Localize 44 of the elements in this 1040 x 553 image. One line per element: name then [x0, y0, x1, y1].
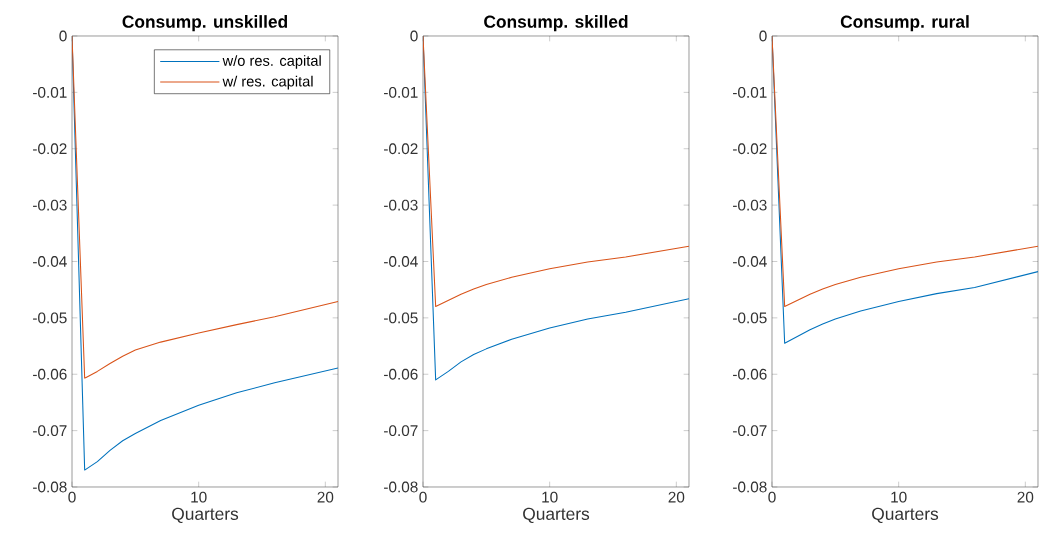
legend-label: w/o res. capital	[222, 55, 321, 69]
x-tick-label: 20	[668, 491, 685, 503]
y-tick-label: -0.01	[733, 86, 767, 98]
y-tick-label: 0	[59, 30, 67, 42]
chart-title: Consump. skilled	[484, 15, 628, 32]
y-tick-label: -0.05	[733, 312, 767, 324]
y-tick-label: -0.01	[384, 86, 418, 98]
y-tick-label: -0.02	[33, 143, 67, 155]
y-tick-label: -0.04	[33, 256, 67, 267]
y-tick-label: -0.01	[33, 86, 67, 98]
y-tick-label: -0.03	[733, 199, 767, 211]
x-tick-label: 20	[317, 491, 334, 503]
y-tick-label: -0.08	[384, 481, 418, 493]
y-tick-label: -0.06	[733, 368, 767, 380]
y-tick-label: 0	[759, 30, 767, 42]
x-axis-title: Quarters	[523, 507, 590, 524]
y-tick-label: -0.04	[733, 256, 767, 267]
chart-title: Consump. rural	[840, 15, 969, 32]
chart-title: Consump. unskilled	[122, 15, 288, 32]
y-tick-label: -0.03	[384, 199, 418, 211]
x-axis-title: Quarters	[172, 507, 239, 524]
y-tick-label: -0.07	[733, 425, 767, 437]
legend-label: w/ res. capital	[222, 75, 313, 90]
x-tick-label: 10	[191, 491, 207, 503]
y-tick-label: -0.04	[384, 256, 418, 267]
x-tick-label: 0	[419, 491, 427, 503]
y-tick-label: -0.02	[384, 143, 418, 155]
x-tick-label: 10	[891, 491, 907, 503]
y-tick-label: -0.03	[33, 199, 67, 211]
x-tick-label: 20	[1017, 491, 1034, 503]
x-tick-label: 10	[542, 491, 558, 503]
y-tick-label: -0.06	[33, 368, 67, 380]
x-axis-title: Quarters	[872, 507, 939, 524]
x-tick-label: 0	[768, 491, 776, 503]
y-tick-label: -0.06	[384, 368, 418, 380]
y-tick-label: -0.05	[33, 312, 67, 324]
y-tick-label: -0.08	[733, 481, 767, 493]
y-tick-label: -0.07	[384, 425, 418, 437]
y-tick-label: -0.02	[733, 143, 767, 155]
x-tick-label: 0	[68, 491, 76, 503]
y-tick-label: -0.07	[33, 425, 67, 437]
y-tick-label: -0.05	[384, 312, 418, 324]
y-tick-label: -0.08	[33, 481, 67, 493]
y-tick-label: 0	[410, 30, 418, 42]
